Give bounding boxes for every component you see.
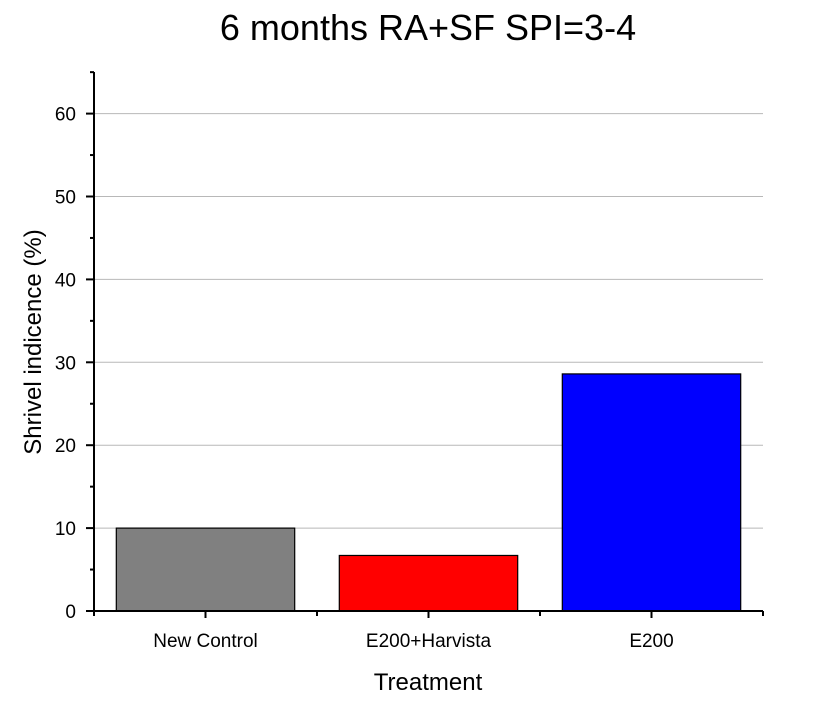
bar-e200-harvista [338, 554, 519, 612]
x-tick-label: E200 [629, 631, 673, 652]
y-axis-ticks: 0 10 20 30 40 50 60 [55, 71, 94, 623]
y-tick-label: 40 [55, 270, 76, 291]
y-tick-label: 10 [55, 519, 76, 540]
y-tick-label: 30 [55, 353, 76, 374]
x-axis-ticks: New Control E200+Harvista E200 [93, 611, 764, 652]
y-tick-label: 60 [55, 105, 76, 126]
y-tick-label: 0 [65, 602, 76, 623]
x-tick-label: E200+Harvista [366, 631, 492, 652]
bar-new-control [115, 527, 296, 612]
bars [115, 373, 742, 612]
x-axis-title: Treatment [374, 669, 483, 696]
chart-title: 6 months RA+SF SPI=3-4 [220, 7, 636, 48]
bar-e200 [561, 373, 742, 612]
y-tick-label: 20 [55, 436, 76, 457]
x-tick-label: New Control [153, 631, 258, 652]
y-axis-title: Shrivel indicence (%) [20, 229, 47, 454]
y-tick-label: 50 [55, 188, 76, 209]
